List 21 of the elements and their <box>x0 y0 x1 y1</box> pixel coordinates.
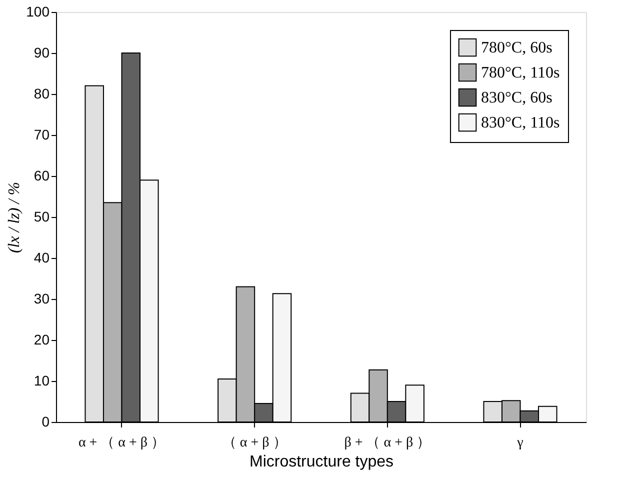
y-tick-label: 40 <box>34 250 50 266</box>
y-tick-label: 20 <box>34 332 50 348</box>
legend-label: 830°C, 110s <box>481 114 560 132</box>
x-tick-label: β + （ α + β ） <box>344 436 431 450</box>
legend-label: 780°C, 60s <box>481 40 552 56</box>
y-tick-label: 30 <box>34 290 50 306</box>
y-tick-label: 90 <box>34 44 50 60</box>
y-tick-label: 70 <box>34 126 50 142</box>
legend-label: 830°C, 60s <box>481 90 552 106</box>
x-axis-title: Microstructure types <box>249 454 394 470</box>
y-tick-label: 80 <box>34 86 50 102</box>
y-axis-title: (lx / lz) / % <box>6 182 24 254</box>
y-tick-label: 0 <box>42 414 50 430</box>
x-tick-label: α + （ α + β ） <box>78 436 166 450</box>
x-tick-label: γ <box>516 436 524 450</box>
y-tick-label: 10 <box>34 372 50 388</box>
y-tick-label: 100 <box>26 4 50 20</box>
y-tick-label: 50 <box>34 208 50 224</box>
legend-label: 780°C, 110s <box>481 64 560 82</box>
x-tick-label: （ α + β ） <box>222 436 287 450</box>
y-tick-label: 60 <box>34 168 50 184</box>
